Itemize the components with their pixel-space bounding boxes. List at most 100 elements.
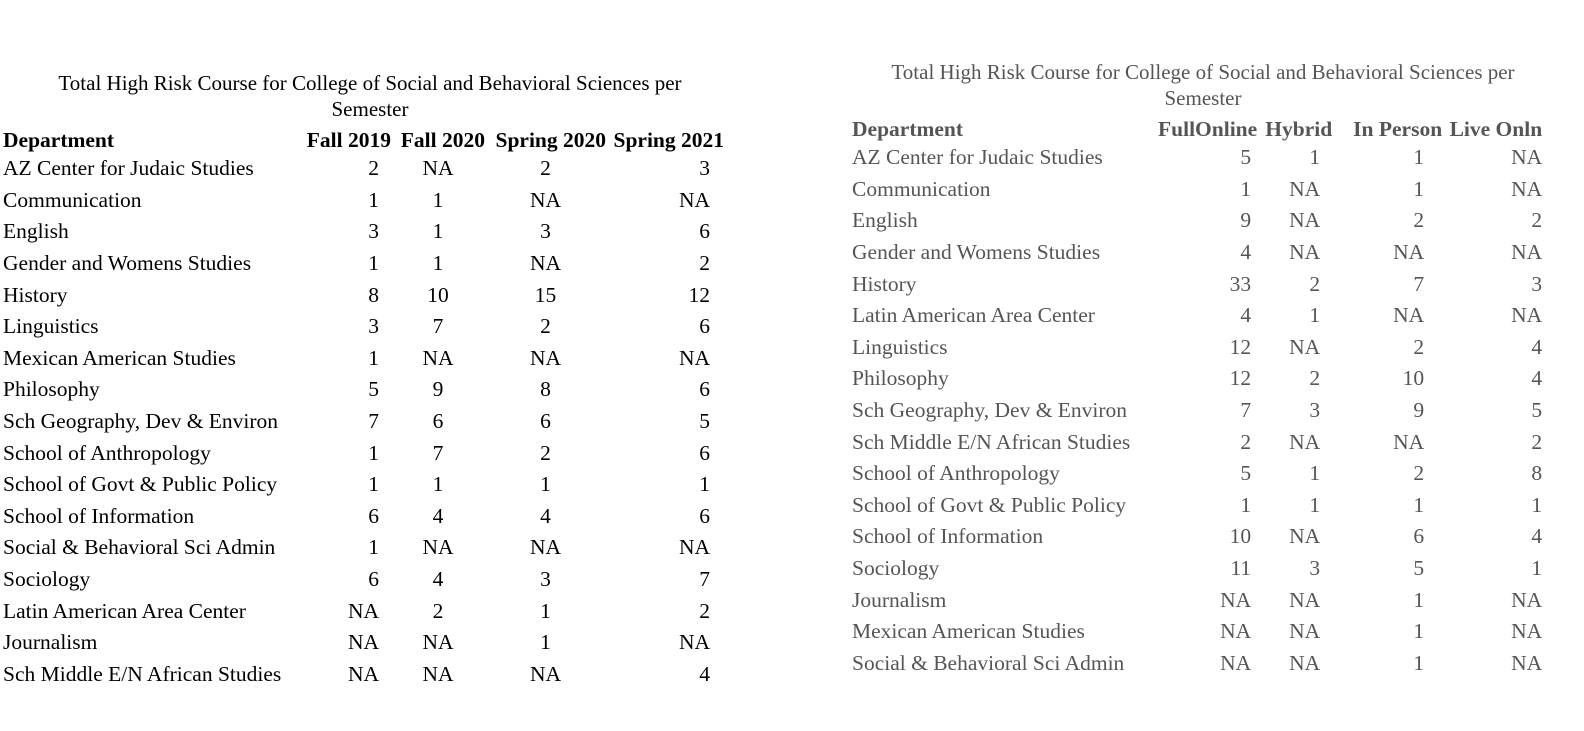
department-cell: Philosophy xyxy=(3,377,100,402)
count-cell: 1 xyxy=(1309,461,1321,486)
count-cell: 3 xyxy=(1309,398,1321,423)
table-row: Social & Behavioral Sci Admin 1 NA NA NA xyxy=(3,532,724,564)
count-cell: NA xyxy=(422,156,454,181)
department-cell: Journalism xyxy=(3,630,98,655)
modality-table-panel: Total High Risk Course for College of So… xyxy=(852,59,1552,679)
count-cell: 3 xyxy=(368,219,379,244)
count-cell: 7 xyxy=(432,314,444,339)
count-cell: 2 xyxy=(540,156,551,181)
department-cell: Sch Middle E/N African Studies xyxy=(3,661,282,686)
count-cell: 2 xyxy=(1240,429,1252,454)
department-cell: School of Anthropology xyxy=(3,440,211,465)
count-cell: 1 xyxy=(368,187,379,212)
column-header: Spring 2020 xyxy=(495,128,606,152)
semester-table-caption: Total High Risk Course for College of So… xyxy=(58,71,682,121)
table-row: English 3 1 3 6 xyxy=(3,216,724,248)
count-cell: 10 xyxy=(427,282,449,307)
count-cell: NA xyxy=(347,630,379,655)
count-cell: 3 xyxy=(1531,271,1543,296)
table-row: Sociology 11 3 5 1 xyxy=(852,553,1542,585)
count-cell: 6 xyxy=(432,409,444,434)
department-cell: Mexican American Studies xyxy=(3,345,236,370)
count-cell: 5 xyxy=(1240,461,1252,486)
count-cell: 2 xyxy=(540,314,551,339)
table-row: Sch Middle E/N African Studies NA NA NA 4 xyxy=(3,659,724,691)
count-cell: NA xyxy=(1289,524,1321,549)
table-row: Journalism NA NA 1 NA xyxy=(3,627,724,659)
count-cell: 1 xyxy=(540,630,551,655)
count-cell: 2 xyxy=(1413,461,1425,486)
department-cell: Linguistics xyxy=(3,314,99,339)
header-row: Department Fall 2019 Fall 2020 Spring 2020 S… xyxy=(3,122,724,153)
count-cell: 1 xyxy=(432,251,444,276)
department-cell: AZ Center for Judaic Studies xyxy=(852,145,1103,170)
count-cell: NA xyxy=(1511,650,1543,675)
count-cell: 7 xyxy=(432,440,444,465)
count-cell: NA xyxy=(1511,619,1543,644)
table-row: AZ Center for Judaic Studies 5 1 1 NA xyxy=(852,142,1542,174)
count-cell: 1 xyxy=(1309,492,1321,517)
table-row: English 9 NA 2 2 xyxy=(852,205,1542,237)
department-cell: School of Govt & Public Policy xyxy=(3,472,278,497)
count-cell: NA xyxy=(1511,303,1543,328)
count-cell: 10 xyxy=(1229,524,1252,549)
table-row: Sch Middle E/N African Studies 2 NA NA 2 xyxy=(852,426,1542,458)
count-cell: 1 xyxy=(540,472,551,497)
count-cell: NA xyxy=(1393,429,1425,454)
count-cell: 1 xyxy=(368,251,379,276)
department-cell: Gender and Womens Studies xyxy=(3,251,252,276)
semester-table-panel: Total High Risk Course for College of So… xyxy=(3,70,738,690)
count-cell: 5 xyxy=(1240,145,1252,170)
table-row: Linguistics 3 7 2 6 xyxy=(3,311,724,343)
count-cell: NA xyxy=(529,251,562,276)
column-header-department: Department xyxy=(852,117,964,141)
modality-table: Department FullOnline Hybrid In Person Live … xyxy=(852,111,1542,679)
count-cell: 7 xyxy=(699,567,710,592)
table-row: Mexican American Studies 1 NA NA NA xyxy=(3,343,724,375)
count-cell: NA xyxy=(1289,650,1321,675)
count-cell: NA xyxy=(529,187,562,212)
department-cell: Journalism xyxy=(852,587,947,612)
count-cell: NA xyxy=(422,535,454,560)
count-cell: NA xyxy=(1289,208,1321,233)
column-header: Fall 2019 xyxy=(306,128,391,152)
count-cell: 6 xyxy=(368,567,379,592)
department-cell: Sociology xyxy=(3,567,91,592)
table-row: Journalism NA NA 1 NA xyxy=(852,584,1542,616)
count-cell: 2 xyxy=(1309,271,1321,296)
department-cell: Latin American Area Center xyxy=(3,598,246,623)
table-row: Philosophy 12 2 10 4 xyxy=(852,363,1542,395)
count-cell: 2 xyxy=(540,440,551,465)
table-row: Social & Behavioral Sci Admin NA NA 1 NA xyxy=(852,648,1542,680)
department-cell: History xyxy=(852,271,917,296)
column-header: FullOnline xyxy=(1158,117,1258,141)
count-cell: NA xyxy=(678,187,710,212)
table-row: School of Information 6 4 4 6 xyxy=(3,501,724,533)
column-header-department: Department xyxy=(3,128,115,152)
department-cell: Sch Geography, Dev & Environ xyxy=(852,398,1128,423)
count-cell: 1 xyxy=(1531,492,1543,517)
count-cell: 1 xyxy=(1413,587,1425,612)
table-row: History 8 10 15 12 xyxy=(3,279,724,311)
count-cell: 2 xyxy=(1413,334,1425,359)
count-cell: 1 xyxy=(432,219,444,244)
count-cell: 7 xyxy=(368,409,379,434)
count-cell: 6 xyxy=(699,440,710,465)
count-cell: NA xyxy=(1511,240,1543,265)
table-row: School of Information 10 NA 6 4 xyxy=(852,521,1542,553)
column-header: Fall 2020 xyxy=(400,128,485,152)
table-row: History 33 2 7 3 xyxy=(852,268,1542,300)
count-cell: 15 xyxy=(534,282,557,307)
department-cell: English xyxy=(852,208,918,233)
table-row: Sch Geography, Dev & Environ 7 3 9 5 xyxy=(852,395,1542,427)
table-row: School of Anthropology 5 1 2 8 xyxy=(852,458,1542,490)
department-cell: Social & Behavioral Sci Admin xyxy=(852,650,1125,675)
count-cell: 4 xyxy=(432,567,444,592)
count-cell: 3 xyxy=(540,219,551,244)
count-cell: 5 xyxy=(699,409,710,434)
count-cell: NA xyxy=(1289,619,1321,644)
count-cell: 7 xyxy=(1413,271,1425,296)
table-row: AZ Center for Judaic Studies 2 NA 2 3 xyxy=(3,153,724,185)
count-cell: 4 xyxy=(1531,334,1543,359)
department-cell: Communication xyxy=(3,187,142,212)
